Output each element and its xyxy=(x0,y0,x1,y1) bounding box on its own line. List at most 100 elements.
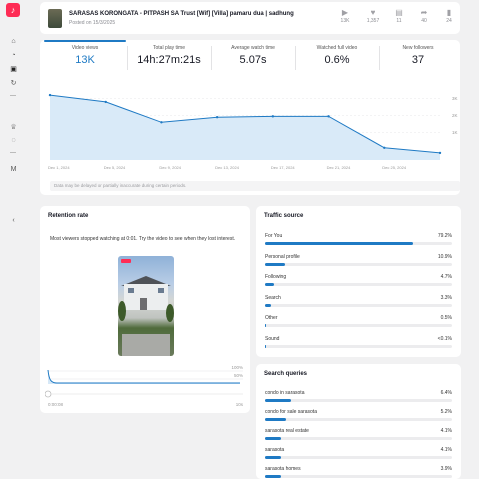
bookmark-icon: ▮ xyxy=(446,8,452,17)
metric-value: 13K xyxy=(75,54,95,66)
retention-title: Retention rate xyxy=(48,213,89,219)
video-thumbnail[interactable] xyxy=(48,9,62,28)
video-icon[interactable]: ▣ xyxy=(10,66,17,73)
search-query-value: 4.1% xyxy=(440,447,452,453)
search-query-bar xyxy=(265,456,282,459)
chart-y-tick: 1K xyxy=(452,130,458,135)
likes-stat: ♥ 1,357 xyxy=(363,8,383,25)
retention-xstart: 0:00:08 xyxy=(48,402,64,407)
share-icon: ➦ xyxy=(420,8,428,17)
search-query-label: condo for sale sarasota xyxy=(265,409,317,415)
search-query-value: 6.4% xyxy=(440,390,452,396)
metric-value: 14h:27m:21s xyxy=(137,54,201,66)
search-query-label: sarasota homes xyxy=(265,466,301,472)
metric-total-play-time[interactable]: Total play time 14h:27m:21s xyxy=(128,40,210,76)
chart-area xyxy=(50,95,440,160)
door xyxy=(140,298,147,310)
traffic-source-value: 10.9% xyxy=(437,253,452,260)
traffic-source-bar-track xyxy=(265,262,452,266)
chart-point[interactable] xyxy=(271,115,275,118)
gmail-icon[interactable]: M xyxy=(10,166,17,173)
chart-point[interactable] xyxy=(383,146,386,149)
traffic-source-bar-track xyxy=(265,242,452,245)
retention-card: Retention rate Most viewers stopped watc… xyxy=(40,206,250,413)
metric-divider xyxy=(295,46,296,70)
chart-x-tick: Dec 17, 2024 xyxy=(271,165,296,170)
traffic-source-value: 0.5% xyxy=(440,315,452,321)
chart-point[interactable] xyxy=(48,93,52,97)
tiktok-logo-icon[interactable]: ♪ xyxy=(6,3,20,17)
chart-x-tick: Dec 25, 2024 xyxy=(382,165,407,170)
traffic-source-bar xyxy=(265,303,272,307)
tree xyxy=(118,301,126,321)
traffic-source-bar-track xyxy=(265,344,452,348)
comments-stat: ▤ 11 xyxy=(389,8,409,25)
search-query-bar-track xyxy=(265,418,452,421)
collapse-icon[interactable]: ‹ xyxy=(12,217,15,224)
traffic-source-title: Traffic source xyxy=(264,213,304,219)
home-icon[interactable]: ⌂ xyxy=(11,38,16,45)
lightbulb-icon[interactable]: ◌ xyxy=(11,137,16,144)
video-title[interactable]: SARASAS KORONGATA - PITPASH SA Trust [Wi… xyxy=(69,11,294,17)
metric-video-views[interactable]: Video views 13K xyxy=(44,40,126,76)
traffic-source-label: Sound xyxy=(265,335,280,342)
shares-stat: ➦ 40 xyxy=(414,8,434,25)
metric-label: Average watch time xyxy=(231,45,275,51)
chart-note-wrap: Data may be delayed or partially inaccur… xyxy=(40,180,460,195)
retention-chart xyxy=(45,369,243,398)
search-query-value: 3.9% xyxy=(440,466,452,472)
driveway xyxy=(122,334,170,356)
metric-watched-full-video[interactable]: Watched full video 0.6% xyxy=(296,40,378,76)
search-queries-card: Search queries condo in sarasota 6.4% cond… xyxy=(256,364,461,479)
traffic-source-value: 3.3% xyxy=(440,294,452,301)
search-query-bar xyxy=(265,418,286,421)
traffic-source-label: Other xyxy=(265,315,278,321)
traffic-source-bar-track xyxy=(265,283,452,286)
heart-icon: ♥ xyxy=(370,8,376,17)
retention-ylabel: 100% xyxy=(231,365,243,370)
search-query-value: 4.1% xyxy=(440,428,452,434)
metric-value: 0.6% xyxy=(324,54,350,66)
chart-x-tick: Dec 9, 2024 xyxy=(159,165,181,170)
play-icon: ▶ xyxy=(341,8,349,17)
chart-point[interactable] xyxy=(438,151,442,155)
retention-ylabel: 50% xyxy=(233,373,243,378)
metric-new-followers[interactable]: New followers 37 xyxy=(380,40,456,76)
traffic-source-label: Search xyxy=(265,294,281,301)
views-chart: 3K 2K 1K Dec 1, 2024 Dec 5, 2024 Dec 9, 2024 D… xyxy=(48,93,458,170)
chart-point[interactable] xyxy=(160,121,163,124)
search-query-label: sarasota xyxy=(265,447,285,453)
search-query-bar xyxy=(265,399,291,402)
search-query-label: condo in sarasota xyxy=(265,390,305,396)
search-query-bar-track xyxy=(265,475,452,478)
chart-y-tick: 2K xyxy=(452,113,458,118)
chart-point[interactable] xyxy=(104,100,107,104)
traffic-source-bar xyxy=(265,262,286,266)
metric-average-watch-time[interactable]: Average watch time 5.07s xyxy=(212,40,294,76)
traffic-source-bar xyxy=(265,242,414,245)
retention-xend: 10s xyxy=(235,402,243,407)
chart-point[interactable] xyxy=(327,115,330,118)
metric-value: 37 xyxy=(411,54,425,66)
metric-label: Video views xyxy=(71,45,99,51)
search-queries-title: Search queries xyxy=(264,371,308,377)
search-query-label: sarasota real estate xyxy=(265,428,309,434)
chart-icon[interactable]: ◔ xyxy=(11,52,16,59)
saves-stat: ▮ 24 xyxy=(439,8,459,25)
search-query-bar-track xyxy=(265,399,452,402)
traffic-source-value: 79.2% xyxy=(437,233,452,239)
metric-divider xyxy=(379,46,380,70)
chart-x-tick: Dec 21, 2024 xyxy=(327,165,352,170)
tree xyxy=(166,304,174,322)
traffic-source-label: For You xyxy=(265,233,283,239)
video-preview[interactable] xyxy=(118,256,174,356)
views-stat: ▶ 13K xyxy=(335,8,355,25)
active-metric-indicator xyxy=(44,40,126,42)
window xyxy=(128,288,134,293)
refresh-icon[interactable]: ↻ xyxy=(10,80,17,87)
chart-x-tick: Dec 13, 2024 xyxy=(215,165,240,170)
metric-divider xyxy=(127,46,128,70)
trophy-icon[interactable]: ♕ xyxy=(10,124,17,131)
chart-point[interactable] xyxy=(215,116,219,119)
metric-value: 5.07s xyxy=(239,54,267,66)
